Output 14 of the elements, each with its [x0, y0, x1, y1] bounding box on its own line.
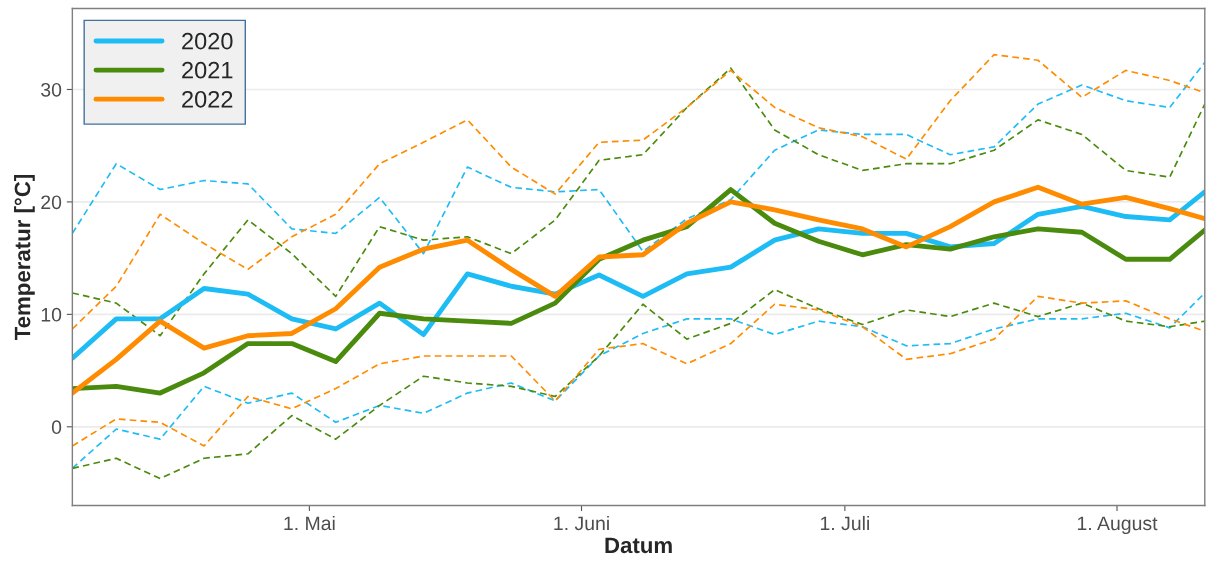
x-axis-title: Datum [605, 537, 672, 554]
y-axis-title: Temperatur [°C] [14, 175, 35, 341]
y-tick-label: 0 [51, 420, 62, 435]
legend-label: 2020 [182, 32, 233, 50]
x-tick-label: 1. August [1077, 516, 1158, 535]
line-series [72, 61, 1205, 255]
x-tick-label: 1. Juli [820, 515, 869, 531]
y-tick-label: 30 [41, 82, 62, 97]
y-tick-label: 20 [41, 195, 62, 210]
x-tick-label: 1. Juni [554, 515, 609, 531]
legend-label: 2022 [182, 90, 233, 108]
legend-label: 2021 [182, 61, 233, 79]
y-tick-label: 10 [41, 307, 62, 322]
x-tick-label: 1. Mai [284, 515, 335, 531]
